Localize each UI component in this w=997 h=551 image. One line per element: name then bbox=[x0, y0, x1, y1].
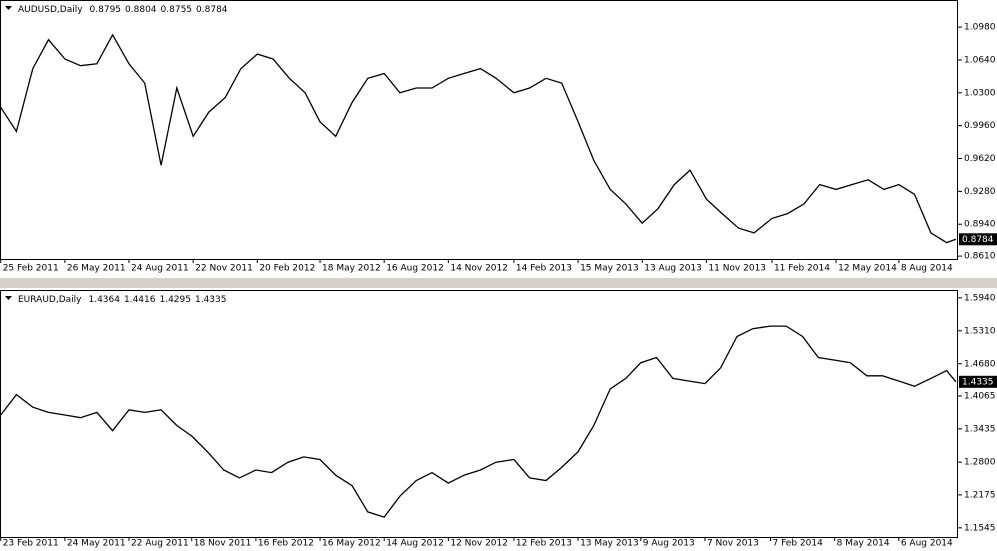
x-tick-label: 12 Feb 2013 bbox=[516, 539, 572, 549]
x-tick-label: 13 May 2013 bbox=[580, 539, 639, 549]
x-tick-label: 16 May 2012 bbox=[322, 539, 381, 549]
x-tick-label: 23 Feb 2011 bbox=[3, 539, 59, 549]
x-tick-label: 20 Feb 2012 bbox=[259, 264, 315, 274]
ohlc-value: 1.4416 bbox=[124, 295, 156, 305]
y-tick-label: 1.4680 bbox=[964, 359, 996, 369]
x-tick-label: 7 Nov 2013 bbox=[707, 539, 759, 549]
x-tick-label: 11 Feb 2014 bbox=[774, 264, 830, 274]
x-tick-label: 14 Aug 2012 bbox=[386, 539, 444, 549]
y-tick-label: 0.8610 bbox=[964, 252, 996, 262]
menu-arrow[interactable] bbox=[5, 296, 12, 300]
x-tick-label: 6 Aug 2014 bbox=[901, 539, 953, 549]
x-tick-label: 13 Aug 2013 bbox=[644, 264, 702, 274]
ohlc-value: 1.4295 bbox=[159, 295, 191, 305]
x-tick-label: 22 Aug 2011 bbox=[131, 539, 189, 549]
x-tick-label: 11 Nov 2013 bbox=[708, 264, 766, 274]
x-tick-label: 25 Feb 2011 bbox=[3, 264, 59, 274]
y-tick-label: 1.0980 bbox=[964, 23, 996, 33]
x-tick-label: 16 Aug 2012 bbox=[386, 264, 444, 274]
x-tick-label: 15 May 2013 bbox=[580, 264, 639, 274]
x-tick-label: 22 Nov 2011 bbox=[195, 264, 253, 274]
ohlc-value: 1.4364 bbox=[88, 295, 120, 305]
frame bbox=[0, 0, 958, 260]
ohlc-value: 1.4335 bbox=[195, 295, 227, 305]
x-tick-label: 16 Feb 2012 bbox=[258, 539, 314, 549]
symbol-title: EURAUD,Daily bbox=[18, 295, 82, 305]
y-tick-label: 0.9280 bbox=[964, 187, 996, 197]
x-tick-label: 18 Nov 2011 bbox=[194, 539, 252, 549]
price-badge-label: 1.4335 bbox=[962, 377, 994, 387]
y-tick-label: 1.1545 bbox=[964, 523, 996, 533]
x-tick-label: 24 May 2011 bbox=[67, 539, 126, 549]
x-tick-label: 12 Nov 2012 bbox=[450, 539, 508, 549]
x-tick-label: 7 Feb 2014 bbox=[773, 539, 824, 549]
ohlc-value: 0.8784 bbox=[196, 5, 228, 15]
symbol-header: AUDUSD,Daily 0.8795 0.8804 0.8755 0.8784 bbox=[18, 5, 228, 15]
ohlc-value: 0.8804 bbox=[125, 5, 157, 15]
y-tick-label: 1.2800 bbox=[964, 458, 996, 468]
x-tick-label: 8 May 2014 bbox=[837, 539, 890, 549]
y-tick-label: 1.3435 bbox=[964, 424, 996, 434]
y-tick-label: 0.8940 bbox=[964, 220, 996, 230]
x-tick-label: 14 Feb 2013 bbox=[516, 264, 572, 274]
y-tick-label: 1.4065 bbox=[964, 391, 996, 401]
y-tick-label: 1.5310 bbox=[964, 326, 996, 336]
x-tick-label: 26 May 2011 bbox=[67, 264, 126, 274]
price-badge-label: 0.8784 bbox=[962, 235, 994, 245]
x-tick-label: 12 May 2014 bbox=[838, 264, 897, 274]
x-tick-label: 8 Aug 2014 bbox=[901, 264, 953, 274]
x-tick-label: 14 Nov 2012 bbox=[450, 264, 508, 274]
menu-arrow[interactable] bbox=[5, 6, 12, 10]
y-tick-label: 0.9960 bbox=[964, 121, 996, 131]
x-tick-label: 18 May 2012 bbox=[322, 264, 381, 274]
y-tick-label: 1.5940 bbox=[964, 293, 996, 303]
y-tick-label: 1.2175 bbox=[964, 490, 996, 500]
price-line bbox=[0, 325, 957, 518]
panel-separator bbox=[0, 278, 997, 288]
y-tick-label: 0.9620 bbox=[964, 154, 996, 164]
frame bbox=[0, 290, 958, 538]
symbol-header: EURAUD,Daily 1.4364 1.4416 1.4295 1.4335 bbox=[18, 295, 226, 305]
x-tick-label: 24 Aug 2011 bbox=[131, 264, 189, 274]
y-tick-label: 1.0640 bbox=[964, 55, 996, 65]
price-badge bbox=[959, 375, 997, 388]
ohlc-value: 0.8755 bbox=[161, 5, 193, 15]
x-tick-label: 9 Aug 2013 bbox=[643, 539, 695, 549]
y-tick-label: 1.0300 bbox=[964, 88, 996, 98]
price-badge bbox=[959, 233, 997, 246]
price-line bbox=[0, 33, 957, 244]
ohlc-value: 0.8795 bbox=[90, 5, 122, 15]
symbol-title: AUDUSD,Daily bbox=[18, 5, 83, 15]
